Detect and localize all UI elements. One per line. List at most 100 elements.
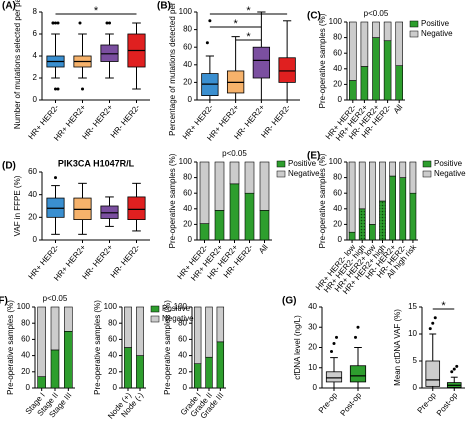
y-tick-label: 40	[178, 351, 187, 360]
y-tick-label: 0	[313, 383, 318, 392]
outlier	[54, 176, 57, 180]
outlier	[205, 41, 209, 45]
y-tick-label: 100	[329, 17, 343, 26]
outlier	[81, 87, 84, 91]
y-axis-label: Number of mutations selected per patient	[13, 0, 22, 129]
y-tick-label: 10	[308, 363, 317, 372]
y-tick-label: 0	[413, 383, 418, 392]
bar-segment	[358, 161, 366, 210]
outlier	[330, 350, 333, 354]
y-tick-label: 20	[183, 78, 192, 87]
y-axis-label: Pre-operative samples (%)	[6, 300, 15, 395]
y-axis-label: VAF in FFPE (%)	[13, 175, 22, 236]
legend-swatch	[276, 170, 286, 178]
y-axis-label: Percentage of mutations detected per pat…	[168, 0, 177, 136]
panel-label: (G)	[282, 296, 296, 307]
outlier	[452, 367, 456, 371]
y-tick-label: 0	[183, 383, 188, 392]
box	[425, 360, 441, 387]
y-tick-label: 40	[28, 190, 37, 199]
bar-segment	[372, 37, 380, 101]
outlier	[433, 316, 437, 320]
outlier	[332, 341, 336, 345]
bar-segment	[229, 161, 240, 185]
y-tick-label: 4	[33, 51, 38, 60]
box	[325, 371, 343, 383]
y-tick-label: 20	[333, 80, 342, 89]
bar-segment	[64, 330, 73, 389]
y-tick-label: 0	[338, 95, 343, 104]
outlier	[455, 364, 459, 368]
y-tick-label: 80	[333, 173, 342, 182]
legend-label: Positive	[434, 159, 463, 168]
bar-segment	[395, 65, 403, 101]
box	[252, 46, 271, 79]
y-tick-label: 40	[183, 204, 192, 213]
y-tick-label: 100	[104, 302, 118, 311]
y-tick-label: 60	[183, 188, 192, 197]
bar-segment	[244, 161, 255, 194]
bar-segment	[124, 306, 132, 348]
bar-segment	[379, 161, 386, 202]
bar-segment	[389, 161, 396, 177]
y-axis-label: Pre-operative samples (%)	[168, 153, 177, 248]
chart-title: p<0.05	[364, 9, 389, 18]
outlier	[51, 21, 55, 25]
y-tick-label: 0	[33, 95, 38, 104]
y-tick-label: 80	[183, 173, 192, 182]
y-tick-label: 60	[333, 188, 342, 197]
outlier	[54, 87, 57, 91]
y-tick-label: 60	[333, 48, 342, 57]
legend-label: Positive	[288, 159, 317, 168]
y-tick-label: 100	[179, 7, 193, 16]
bar-segment	[229, 183, 240, 241]
y-tick-label: 0	[338, 235, 343, 244]
significance-label: *	[441, 300, 446, 312]
bar-segment	[409, 192, 417, 241]
bar-segment	[205, 306, 213, 358]
bar-segment	[37, 306, 46, 377]
bar-segment	[199, 161, 210, 224]
bar-segment	[369, 161, 376, 225]
bar-segment	[360, 21, 369, 67]
legend-label: Negative	[434, 169, 466, 178]
y-axis-label: Pre-operative samples (%)	[318, 13, 327, 108]
significance-label: *	[94, 5, 99, 17]
bar-segment	[37, 376, 46, 389]
y-tick-label: 15	[408, 302, 417, 311]
outlier	[208, 19, 212, 23]
y-tick-label: 2	[33, 73, 38, 82]
y-tick-label: 10	[408, 329, 417, 338]
bar-segment	[348, 231, 356, 241]
x-tick-label: Pre-op	[317, 390, 340, 415]
bar-segment	[349, 21, 357, 81]
y-tick-label: 60	[178, 335, 187, 344]
bar-segment	[369, 224, 376, 241]
y-tick-label: 100	[174, 302, 188, 311]
bar-segment	[383, 21, 392, 42]
y-tick-label: 40	[333, 204, 342, 213]
y-tick-label: 0	[33, 235, 38, 244]
bar-segment	[259, 161, 270, 211]
bar-segment	[50, 306, 60, 351]
y-tick-label: 20	[178, 367, 187, 376]
panel-label: (A)	[2, 1, 16, 12]
bar-segment	[395, 21, 403, 66]
bar-segment	[360, 66, 369, 101]
bar-segment	[216, 306, 225, 343]
legend-label: Negative	[421, 29, 453, 38]
chart-title: PIK3CA H1047R/L	[58, 158, 135, 168]
bar-segment	[214, 161, 225, 211]
y-tick-label: 100	[17, 302, 31, 311]
legend-swatch	[150, 305, 160, 313]
legend-label: Negative	[288, 169, 320, 178]
legend-swatch	[422, 170, 432, 178]
y-tick-label: 100	[179, 157, 193, 166]
chart-title: p<0.05	[43, 294, 68, 303]
y-axis-label: Pre-operative samples (%)	[93, 300, 102, 395]
outlier	[54, 21, 57, 25]
legend-label: Negative	[162, 314, 194, 323]
y-tick-label: 20	[183, 220, 192, 229]
x-tick-label: All	[392, 103, 405, 116]
